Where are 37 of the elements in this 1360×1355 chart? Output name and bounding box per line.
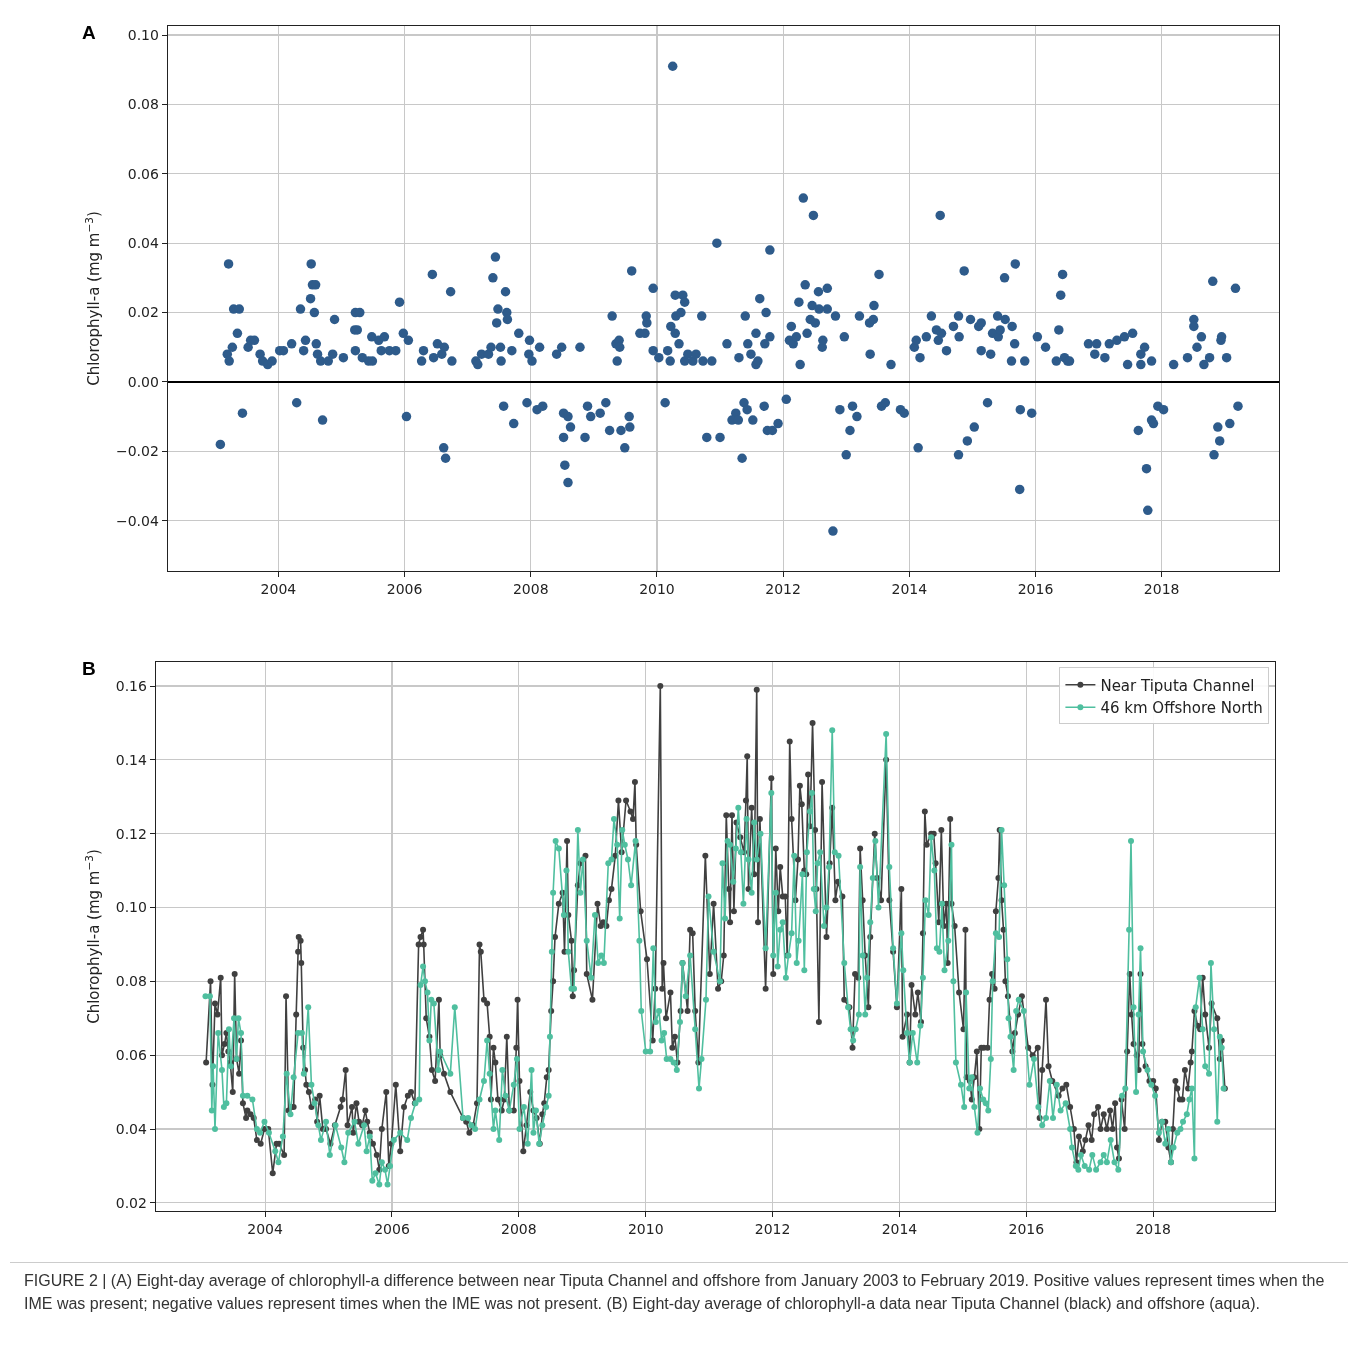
y-tick-label: 0.06 xyxy=(115,1047,147,1064)
x-tick-label: 2012 xyxy=(765,581,801,598)
y-tick-label: 0.02 xyxy=(127,304,159,321)
x-tick-label: 2008 xyxy=(512,581,549,598)
chart-title: B xyxy=(82,657,96,679)
x-tick-label: 2010 xyxy=(627,1221,664,1238)
x-tick-label: 2012 xyxy=(754,1221,791,1238)
y-tick-label: 0.08 xyxy=(115,973,147,990)
x-tick-label: 2016 xyxy=(1008,1221,1045,1238)
y-tick-label: −0.04 xyxy=(115,512,159,529)
caption: FIGURE 2 | (A) Eight-day average of chlorophyll-a difference between near Tiputa Channel and offshore from January 2003 to February 2019. Positive values represent times when the IME was present; negative values represent times when the IME was not present. (B) Eight-day average of chlorophyll-a data near Tiputa Channel (black) and offshore (aqua). xyxy=(10,1262,1348,1322)
x-tick-label: 2008 xyxy=(501,1221,537,1238)
x-tick-label: 2010 xyxy=(639,581,675,598)
y-tick-label: 0.04 xyxy=(127,235,159,252)
x-tick-label: 2006 xyxy=(386,581,423,598)
x-tick-label: 2014 xyxy=(881,1221,918,1238)
y-tick-label: 0.02 xyxy=(115,1194,147,1211)
y-tick-label: 0.00 xyxy=(127,373,159,390)
x-tick-label: 2004 xyxy=(260,581,297,598)
legend-label: 46 km Offshore North xyxy=(1100,699,1263,718)
x-tick-label: 2018 xyxy=(1143,581,1180,598)
x-tick-label: 2006 xyxy=(374,1221,410,1238)
x-tick-label: 2018 xyxy=(1135,1221,1172,1238)
y-tick-label: 0.08 xyxy=(127,96,159,113)
x-tick-label: 2014 xyxy=(891,581,928,598)
legend-label: Near Tiputa Channel xyxy=(1100,676,1255,695)
y-tick-label: 0.14 xyxy=(115,751,147,768)
y-tick-label: 0.04 xyxy=(115,1120,147,1137)
x-tick-label: 2016 xyxy=(1017,581,1054,598)
y-tick-label: 0.10 xyxy=(115,899,147,916)
y-tick-label: 0.06 xyxy=(127,165,159,182)
x-tick-label: 2004 xyxy=(247,1221,284,1238)
chart-title: A xyxy=(82,21,96,43)
y-tick-label: 0.12 xyxy=(115,825,147,842)
y-tick-label: −0.02 xyxy=(115,443,159,460)
y-tick-label: 0.16 xyxy=(115,677,147,694)
y-tick-label: 0.10 xyxy=(127,26,159,43)
